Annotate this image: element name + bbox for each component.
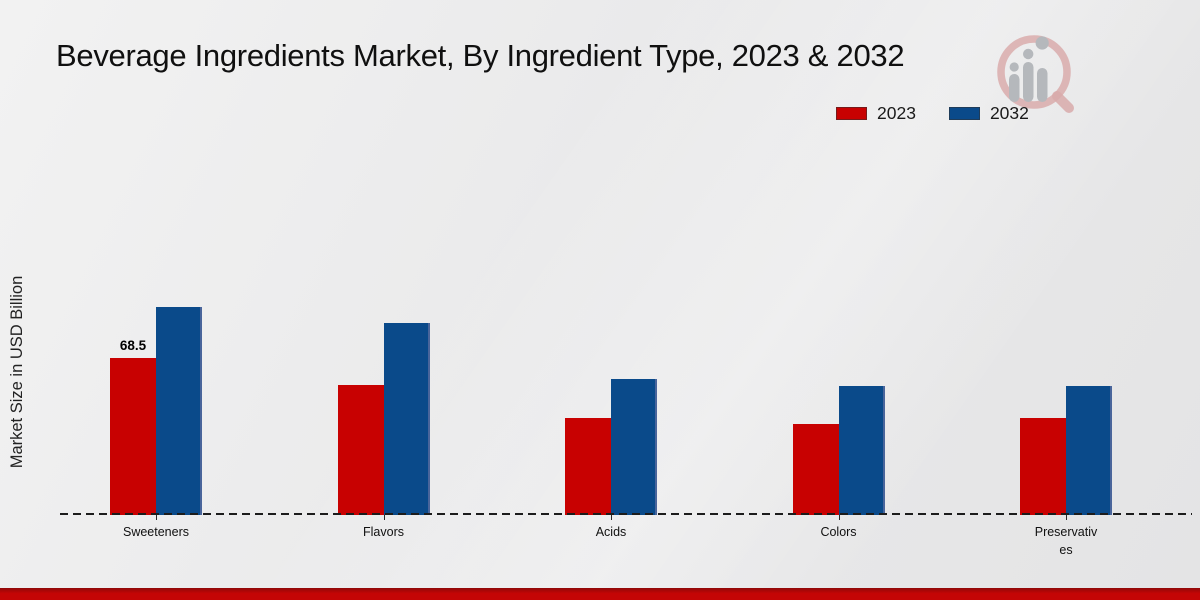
bar-2032-acids — [611, 378, 657, 515]
x-axis-baseline — [60, 513, 1192, 515]
bar-2032-flavors — [383, 323, 430, 515]
chart-title: Beverage Ingredients Market, By Ingredie… — [56, 38, 905, 73]
bar-2023-sweeteners — [110, 357, 156, 515]
legend-swatch-2032 — [948, 107, 980, 120]
category-label-acids: Acids — [595, 525, 627, 539]
x-axis-tick — [611, 515, 612, 520]
magnifier-trend-chart-logo-icon — [997, 35, 1074, 113]
bar-2023-preservatives — [1020, 418, 1066, 515]
x-axis-tick — [1066, 515, 1067, 520]
x-axis-tick — [383, 515, 385, 520]
bar-2023-flavors — [337, 385, 384, 515]
x-axis-tick — [156, 515, 157, 520]
bar-2032-sweeteners — [156, 306, 202, 515]
bar-2023-colors — [792, 423, 839, 515]
category-label-preservatives: Preservatives — [1034, 525, 1098, 557]
bar-value-label: 68.5 — [119, 338, 147, 354]
bar-2023-acids — [565, 417, 611, 515]
legend-item-2032: 2032 — [948, 103, 1029, 124]
legend: 2023 2032 — [836, 103, 1029, 124]
legend-item-2023: 2023 — [836, 103, 916, 124]
category-label-flavors: Flavors — [363, 525, 404, 539]
legend-swatch-2023 — [836, 107, 867, 120]
bar-2032-preservatives — [1066, 386, 1112, 515]
legend-label-2032: 2032 — [989, 103, 1029, 123]
category-label-sweeteners: Sweeteners — [122, 525, 189, 539]
legend-label-2023: 2023 — [877, 103, 916, 123]
category-label-colors: Colors — [820, 525, 857, 539]
footer-red-band — [0, 588, 1200, 600]
bar-2032-colors — [838, 386, 885, 515]
x-axis-tick — [838, 515, 840, 520]
y-axis-label: Market Size in USD Billion — [8, 275, 26, 469]
